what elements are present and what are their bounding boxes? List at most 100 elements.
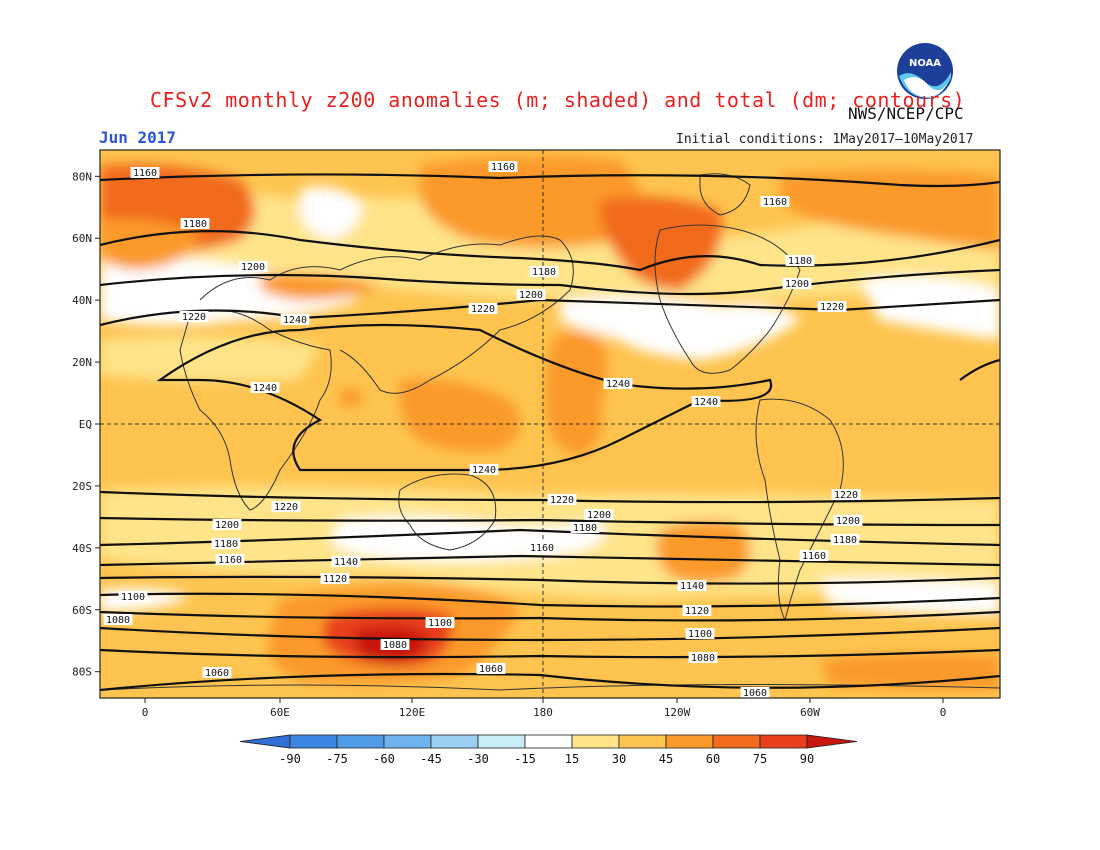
contour-label: 1080	[106, 615, 130, 626]
contour-label: 1160	[218, 555, 242, 566]
logo-text: NOAA	[909, 58, 941, 69]
contour-label: 1120	[685, 606, 709, 617]
contour-label: 1200	[587, 510, 611, 521]
contour-label: 1200	[215, 520, 239, 531]
contour-label-group: 1160 1160 1160 1180 1180 1180 1200 1200 1200 1220…	[103, 161, 863, 699]
height-contours	[100, 173, 1000, 692]
colorbar-swatch	[618, 734, 667, 749]
contour-label-bg	[682, 605, 712, 616]
contour-label-bg	[250, 382, 280, 393]
colorbar-tick-label: -60	[373, 752, 395, 766]
lon-label: 60W	[800, 706, 820, 719]
lat-label: 80S	[72, 666, 92, 679]
lat-label: 40S	[72, 542, 92, 555]
contour-label: 1060	[205, 668, 229, 679]
contour-label: 1220	[274, 502, 298, 513]
contour-label-bg	[584, 509, 614, 520]
contour-label-bg	[476, 663, 506, 674]
colorbar-tick-label: 45	[659, 752, 673, 766]
contour-label: 1240	[694, 397, 718, 408]
colorbar-tick-label: 90	[800, 752, 814, 766]
contour-label: 1100	[121, 592, 145, 603]
contour-label-bg	[603, 378, 633, 389]
colorbar-arrow-left	[239, 734, 291, 749]
colorbar-arrow-right	[806, 734, 858, 749]
lon-label: 120E	[399, 706, 426, 719]
contour-label-bg	[118, 591, 148, 602]
map-title: CFSv2 monthly z200 anomalies (m; shaded)…	[150, 88, 966, 112]
lat-label: 80N	[72, 170, 92, 183]
lat-label: 40N	[72, 294, 92, 307]
contour-label-bg	[280, 314, 310, 325]
colorbar-swatch	[524, 734, 573, 749]
contour-label-bg	[547, 494, 577, 505]
colorbar-swatch	[383, 734, 432, 749]
colorbar-swatch	[665, 734, 714, 749]
lon-label: 0	[142, 706, 149, 719]
contour-label: 1160	[763, 197, 787, 208]
lat-axis: 80N 60N 40N 20N EQ 20S 40S 60S 80S	[72, 170, 100, 679]
contour-label: 1100	[428, 618, 452, 629]
contour-label-bg	[212, 519, 242, 530]
contour-label-bg	[830, 534, 860, 545]
contour-label: 1180	[788, 256, 812, 267]
contour-label-bg	[469, 464, 499, 475]
contour-label: 1200	[519, 290, 543, 301]
lon-label: 120W	[664, 706, 691, 719]
contour-label: 1120	[323, 574, 347, 585]
contour-label-bg	[380, 639, 410, 650]
contour-label: 1180	[183, 219, 207, 230]
contour-label: 1200	[836, 516, 860, 527]
contour-label: 1200	[241, 262, 265, 273]
colorbar-tick-label: -45	[420, 752, 442, 766]
contour-label-bg	[782, 278, 812, 289]
contour-label-bg	[130, 167, 160, 178]
colorbar: -90 -75 -60 -45 -30 -15 15 30 45 60 75 90	[239, 734, 858, 766]
lon-label: 0	[940, 706, 947, 719]
contour-label-bg	[833, 515, 863, 526]
colorbar-swatch	[477, 734, 526, 749]
contour-label: 1240	[253, 383, 277, 394]
contour-label: 1220	[471, 304, 495, 315]
month-label: Jun 2017	[99, 128, 177, 147]
colorbar-tick-label: -75	[326, 752, 348, 766]
contour-label-bg	[527, 542, 557, 553]
contour-label-bg	[180, 218, 210, 229]
colorbar-tick-label: 15	[565, 752, 579, 766]
lat-label: 60N	[72, 232, 92, 245]
lon-label: 180	[533, 706, 553, 719]
contour-label-bg	[331, 556, 361, 567]
contour-label: 1220	[834, 490, 858, 501]
colorbar-tick-label: 60	[706, 752, 720, 766]
contour-label: 1160	[133, 168, 157, 179]
contour-label: 1200	[785, 279, 809, 290]
contour-label-bg	[799, 550, 829, 561]
contour-label-bg	[691, 396, 721, 407]
contour-label-bg	[271, 501, 301, 512]
lat-label: EQ	[79, 418, 92, 431]
colorbar-tick-label: -15	[514, 752, 536, 766]
colorbar-swatch	[759, 734, 808, 749]
colorbar-tick-label: 30	[612, 752, 626, 766]
contour-label: 1180	[833, 535, 857, 546]
contour-label: 1160	[530, 543, 554, 554]
contour-label-bg	[425, 617, 455, 628]
colorbar-swatch	[430, 734, 479, 749]
contour-label: 1140	[334, 557, 358, 568]
contour-label-bg	[685, 628, 715, 639]
agency-label: NWS/NCEP/CPC	[848, 104, 964, 123]
contour-label-bg	[688, 652, 718, 663]
contour-label: 1240	[283, 315, 307, 326]
lat-label: 60S	[72, 604, 92, 617]
lat-label: 20N	[72, 356, 92, 369]
contour-label: 1220	[820, 302, 844, 313]
contour-label-bg	[179, 311, 209, 322]
contour-label-bg	[468, 303, 498, 314]
contour-label-bg	[202, 667, 232, 678]
contour-label: 1100	[688, 629, 712, 640]
contour-label-bg	[785, 255, 815, 266]
contour-label: 1140	[680, 581, 704, 592]
contour-label: 1160	[491, 162, 515, 173]
contour-label-bg	[831, 489, 861, 500]
contour-label-bg	[570, 522, 600, 533]
